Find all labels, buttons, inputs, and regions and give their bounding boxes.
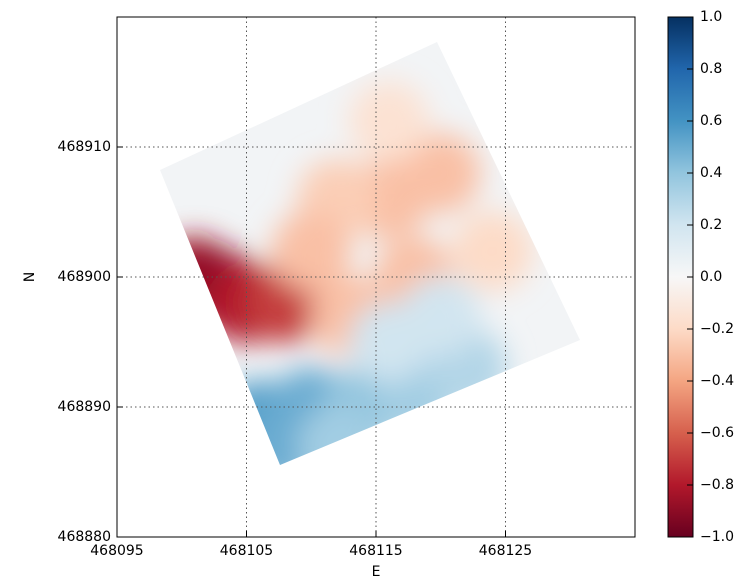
colorbar-tick-label: −0.4 <box>700 373 734 389</box>
y-tick-label: 468880 <box>58 529 111 545</box>
x-axis-label: E <box>372 564 381 580</box>
raster-patch <box>400 276 481 356</box>
colorbar-tick-label: 1.0 <box>700 9 722 25</box>
x-tick-label: 468095 <box>90 543 143 559</box>
colorbar-tick-label: −0.8 <box>700 477 734 493</box>
raster-patch <box>348 81 429 161</box>
colorbar-tick-label: −1.0 <box>700 529 734 545</box>
colorbar-tick-label: −0.6 <box>700 425 734 441</box>
colorbar-tick-label: 0.8 <box>700 61 722 77</box>
colorbar-tick-label: −0.2 <box>700 321 734 337</box>
y-axis-label: N <box>22 272 38 282</box>
colorbar-tick-label: 0.2 <box>700 217 722 233</box>
raster-patch <box>297 406 378 465</box>
colorbar-tick-label: 0.6 <box>700 113 722 129</box>
colorbar-tick-label: 0.4 <box>700 165 722 181</box>
y-tick-label: 468900 <box>58 269 111 285</box>
raster-patch <box>452 211 533 291</box>
x-tick-label: 468105 <box>220 543 273 559</box>
raster-patch <box>271 211 352 291</box>
x-tick-label: 468125 <box>479 543 532 559</box>
raster-patch <box>400 133 481 213</box>
colorbar-tick-label: 0.0 <box>700 269 722 285</box>
y-tick-label: 468910 <box>58 139 111 155</box>
x-tick-label: 468115 <box>349 543 402 559</box>
y-tick-label: 468890 <box>58 399 111 415</box>
